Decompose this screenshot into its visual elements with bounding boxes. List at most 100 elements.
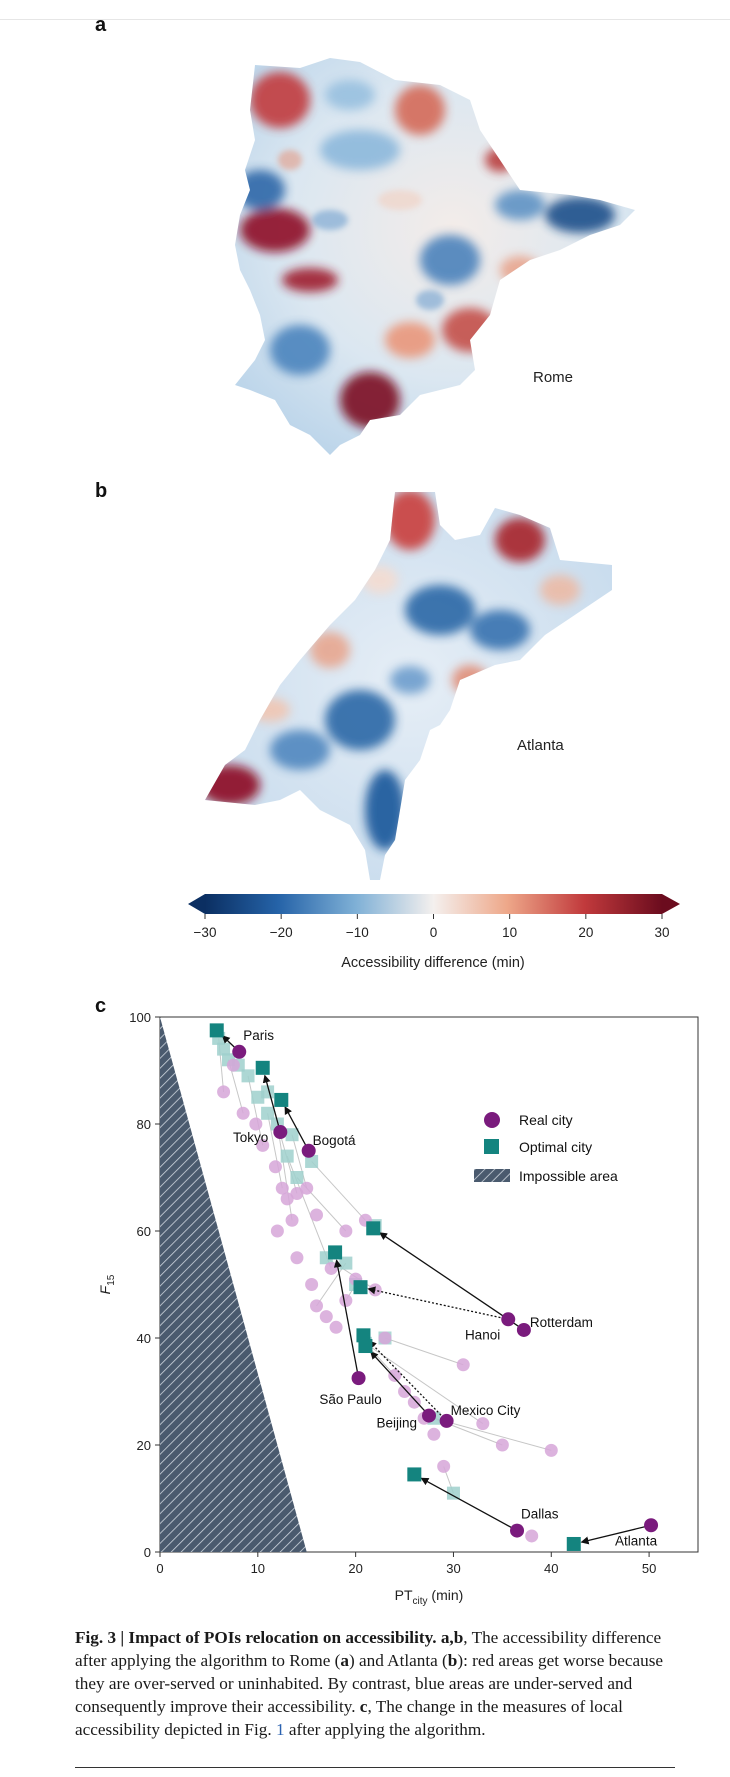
y-axis-label: F15 xyxy=(97,1274,117,1294)
city-arrow xyxy=(262,1074,281,1133)
real-city-point xyxy=(439,1413,454,1428)
city-label: Beijing xyxy=(376,1416,417,1431)
faded-real-point xyxy=(525,1529,539,1543)
optimal-city-point xyxy=(366,1221,381,1236)
optimal-city-point xyxy=(328,1245,343,1260)
x-tick-label: 0 xyxy=(156,1561,163,1576)
plot-area xyxy=(209,1023,659,1551)
colorbar-gradient xyxy=(205,894,662,914)
faded-real-point xyxy=(226,1058,240,1072)
faded-optimal-point xyxy=(280,1149,294,1163)
x-tick-label: 50 xyxy=(642,1561,656,1576)
faded-real-point xyxy=(339,1224,353,1238)
faded-real-point xyxy=(544,1443,558,1457)
city-arrow xyxy=(284,1106,310,1152)
rome-map-label: Rome xyxy=(533,369,573,386)
faded-real-point xyxy=(268,1160,282,1174)
colorbar-tick-label: 0 xyxy=(430,925,438,940)
optimal-city-point xyxy=(209,1023,224,1038)
real-city-point xyxy=(301,1143,316,1158)
city-arrow xyxy=(580,1524,652,1545)
legend-optimal-marker xyxy=(484,1139,499,1154)
legend-impossible-marker xyxy=(474,1169,510,1182)
optimal-city-point xyxy=(356,1328,371,1343)
city-label: Hanoi xyxy=(465,1327,500,1342)
faded-real-point xyxy=(280,1192,294,1206)
caption-text-5: after applying the algorithm. xyxy=(284,1720,486,1739)
caption-fig-title: Fig. 3 | Impact of POIs relocation on ac… xyxy=(75,1628,441,1647)
y-tick-label: 20 xyxy=(137,1438,151,1453)
caption-text-2: ) and Atlanta ( xyxy=(348,1651,448,1670)
faded-link xyxy=(316,1262,347,1307)
colorbar-label: Accessibility difference (min) xyxy=(341,955,524,971)
faded-real-point xyxy=(249,1117,263,1131)
faded-link xyxy=(433,1417,552,1451)
city-label: Mexico City xyxy=(451,1403,521,1418)
caption-figure-link[interactable]: 1 xyxy=(275,1720,285,1739)
faded-real-point xyxy=(290,1187,304,1201)
optimal-city-point xyxy=(274,1092,289,1107)
faded-optimal-point xyxy=(446,1486,460,1500)
real-city-point xyxy=(232,1044,247,1059)
faded-real-point xyxy=(310,1299,324,1313)
faded-real-point xyxy=(456,1358,470,1372)
faded-link xyxy=(247,1075,264,1146)
optimal-city-point xyxy=(566,1536,581,1551)
faded-optimal-point xyxy=(241,1069,255,1083)
y-tick-label: 60 xyxy=(137,1224,151,1239)
faded-real-point xyxy=(398,1385,412,1398)
faded-link xyxy=(291,1134,308,1189)
real-city-point xyxy=(351,1371,366,1386)
bottom-rule xyxy=(75,1767,675,1768)
x-tick-label: 20 xyxy=(348,1561,362,1576)
city-arrow xyxy=(420,1477,518,1532)
colorbar: −30 −20 −10 0 10 20 30 Accessibility differenc… xyxy=(188,894,680,971)
panel-label-c: c xyxy=(95,995,107,1017)
city-label: Paris xyxy=(243,1028,274,1043)
faded-optimal-point xyxy=(285,1128,299,1142)
panel-label-b: b xyxy=(95,480,108,502)
faded-real-point xyxy=(305,1278,319,1291)
city-label: Rotterdam xyxy=(530,1315,593,1330)
faded-real-point xyxy=(290,1251,304,1265)
colorbar-tick-label: −30 xyxy=(194,925,217,940)
chart-legend: Real city Optimal city Impossible area xyxy=(474,1112,618,1184)
legend-impossible-label: Impossible area xyxy=(519,1168,618,1184)
city-arrow xyxy=(379,1232,525,1331)
faded-optimal-point xyxy=(290,1171,304,1184)
faded-real-point xyxy=(270,1224,284,1238)
faded-real-point xyxy=(437,1459,451,1473)
real-city-point xyxy=(516,1322,531,1337)
city-label: São Paulo xyxy=(319,1392,381,1407)
faded-link xyxy=(267,1113,283,1189)
y-tick-label: 40 xyxy=(137,1331,151,1346)
optimal-city-point xyxy=(353,1280,368,1295)
x-axis-label: PTcity (min) xyxy=(395,1587,464,1607)
faded-real-point xyxy=(285,1213,299,1227)
city-label: Atlanta xyxy=(615,1533,658,1548)
faded-real-point xyxy=(256,1138,270,1152)
faded-real-point xyxy=(329,1320,343,1334)
real-city-point xyxy=(273,1125,288,1140)
faded-real-point xyxy=(495,1438,509,1452)
x-tick-label: 40 xyxy=(544,1561,558,1576)
city-label: Tokyo xyxy=(233,1130,268,1145)
faded-real-point xyxy=(476,1417,490,1431)
colorbar-tick-label: 20 xyxy=(578,925,593,940)
real-city-point xyxy=(644,1518,659,1533)
optimal-city-point xyxy=(407,1467,422,1482)
faded-optimal-point xyxy=(217,1042,231,1056)
city-label: Dallas xyxy=(521,1507,559,1522)
optimal-city-point xyxy=(255,1060,270,1075)
scatter-chart: 0 10 20 30 40 50 0 20 40 60 80 100 PTcity (min) F15 Pa… xyxy=(97,1010,699,1607)
caption-text-4: , The change in the measures of local ac… xyxy=(75,1697,623,1739)
y-tick-label: 0 xyxy=(144,1545,151,1560)
caption-c-ref: c xyxy=(359,1697,368,1716)
faded-real-point xyxy=(236,1106,250,1120)
real-city-point xyxy=(510,1523,525,1538)
legend-real-marker xyxy=(484,1112,500,1128)
caption-text-1: , The accessibility difference after app… xyxy=(75,1628,662,1670)
faded-optimal-point xyxy=(305,1154,319,1168)
x-tick-label: 10 xyxy=(251,1561,265,1576)
faded-real-point xyxy=(217,1085,231,1099)
